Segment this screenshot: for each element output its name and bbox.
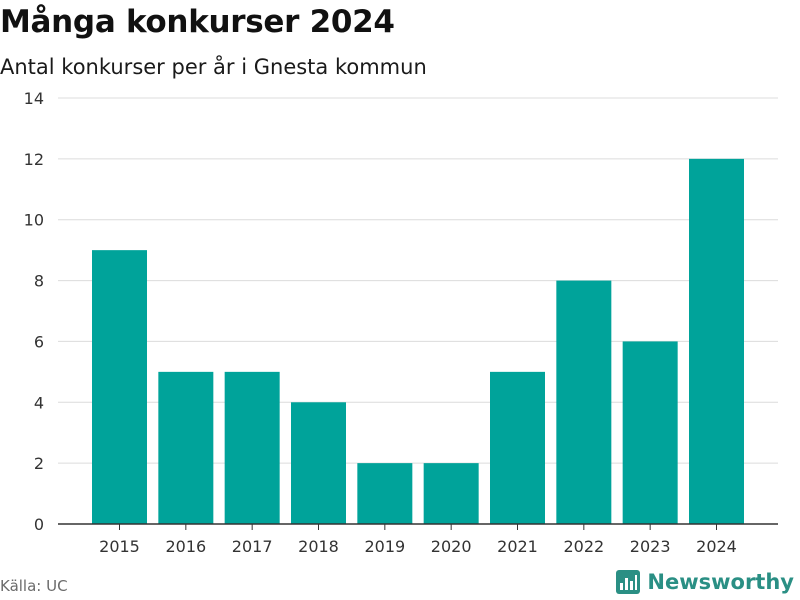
bar — [689, 158, 744, 524]
bar — [158, 371, 214, 524]
x-tick-label: 2020 — [431, 537, 472, 556]
bars — [92, 158, 744, 524]
newsworthy-logo-icon — [616, 570, 641, 594]
bar — [556, 280, 612, 524]
y-tick-label: 6 — [34, 332, 44, 351]
bar — [357, 463, 413, 524]
source-note: Källa: UC — [0, 577, 68, 595]
bar — [291, 402, 346, 524]
chart-subtitle: Antal konkurser per år i Gnesta kommun — [0, 55, 427, 79]
brand-logo: Newsworthy — [616, 570, 794, 594]
y-tick-label: 4 — [34, 393, 44, 412]
x-tick-label: 2022 — [563, 537, 604, 556]
y-tick-label: 12 — [24, 150, 44, 169]
brand-name: Newsworthy — [647, 570, 794, 594]
y-tick-label: 2 — [34, 454, 44, 473]
y-tick-label: 10 — [24, 211, 44, 230]
x-tick-label: 2015 — [99, 537, 140, 556]
bar — [92, 250, 147, 524]
y-tick-label: 14 — [24, 89, 44, 108]
x-tick-label: 2017 — [232, 537, 273, 556]
axes: 0 2 4 6 8 10 12 14 2015 2016 2017 2018 2019 2020 2021 2… — [24, 89, 778, 556]
x-tick-label: 2016 — [165, 537, 206, 556]
x-tick-label: 2021 — [497, 537, 538, 556]
bar — [423, 463, 479, 524]
x-tick-label: 2023 — [630, 537, 671, 556]
bar — [224, 371, 280, 524]
y-tick-label: 8 — [34, 272, 44, 291]
bar-chart: 0 2 4 6 8 10 12 14 2015 2016 2017 2018 2019 2020 2021 2… — [24, 89, 778, 556]
x-tick-label: 2018 — [298, 537, 339, 556]
bar — [490, 371, 545, 524]
bar — [622, 341, 678, 524]
x-tick-label: 2019 — [364, 537, 405, 556]
x-tick-label: 2024 — [696, 537, 737, 556]
y-tick-label: 0 — [34, 515, 44, 534]
chart-title: Många konkurser 2024 — [0, 4, 395, 40]
